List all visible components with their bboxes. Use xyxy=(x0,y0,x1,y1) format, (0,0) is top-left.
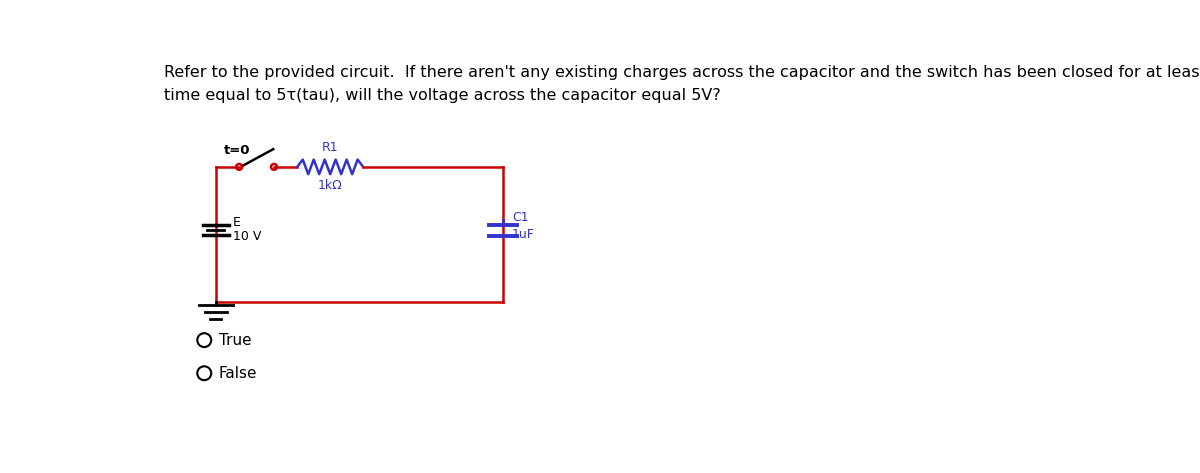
Text: True: True xyxy=(218,333,252,348)
Text: t=0: t=0 xyxy=(223,144,250,157)
Text: R1: R1 xyxy=(322,141,338,154)
Text: time equal to 5τ(tau), will the voltage across the capacitor equal 5V?: time equal to 5τ(tau), will the voltage … xyxy=(164,88,721,103)
Text: Refer to the provided circuit.  If there aren't any existing charges across the : Refer to the provided circuit. If there … xyxy=(164,65,1200,80)
Text: False: False xyxy=(218,366,258,381)
Text: C1: C1 xyxy=(512,211,528,224)
Text: E: E xyxy=(233,216,241,229)
Text: 10 V: 10 V xyxy=(233,230,262,243)
Text: 1kΩ: 1kΩ xyxy=(318,179,342,192)
Text: 1uF: 1uF xyxy=(512,228,535,241)
